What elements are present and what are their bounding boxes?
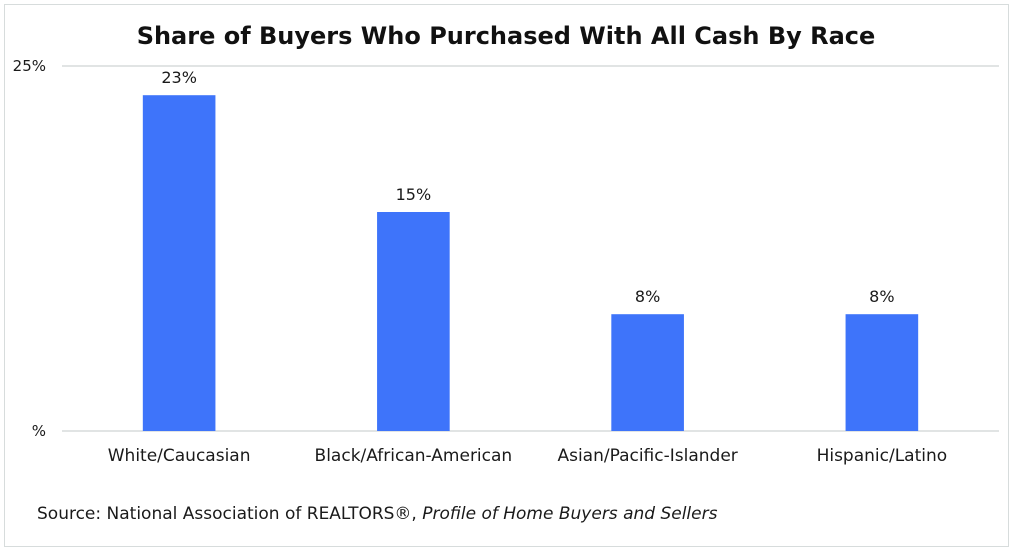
bar	[845, 314, 919, 431]
data-label: 8%	[869, 287, 894, 306]
labels: % 25% 23% White/Caucasian 15% Black/African-A…	[13, 57, 948, 466]
x-category-label: Black/African-American	[315, 446, 513, 466]
y-tick-label: %	[32, 422, 46, 440]
source-prefix: Source: National Association of REALTORS…	[37, 504, 422, 524]
bars	[142, 95, 919, 431]
y-tick-label: 25%	[13, 57, 46, 75]
x-category-label: White/Caucasian	[108, 446, 251, 466]
data-label: 8%	[635, 287, 660, 306]
data-label: 23%	[161, 68, 197, 87]
bar	[611, 314, 684, 431]
bar	[377, 212, 450, 431]
x-category-label: Hispanic/Latino	[817, 446, 948, 466]
x-category-label: Asian/Pacific-Islander	[557, 446, 737, 466]
chart-title: Share of Buyers Who Purchased With All C…	[137, 22, 876, 50]
gridlines	[62, 65, 999, 432]
source-note: Source: National Association of REALTORS…	[37, 504, 718, 524]
data-label: 15%	[396, 185, 432, 204]
bar	[142, 95, 216, 431]
source-publication: Profile of Home Buyers and Sellers	[422, 504, 717, 524]
